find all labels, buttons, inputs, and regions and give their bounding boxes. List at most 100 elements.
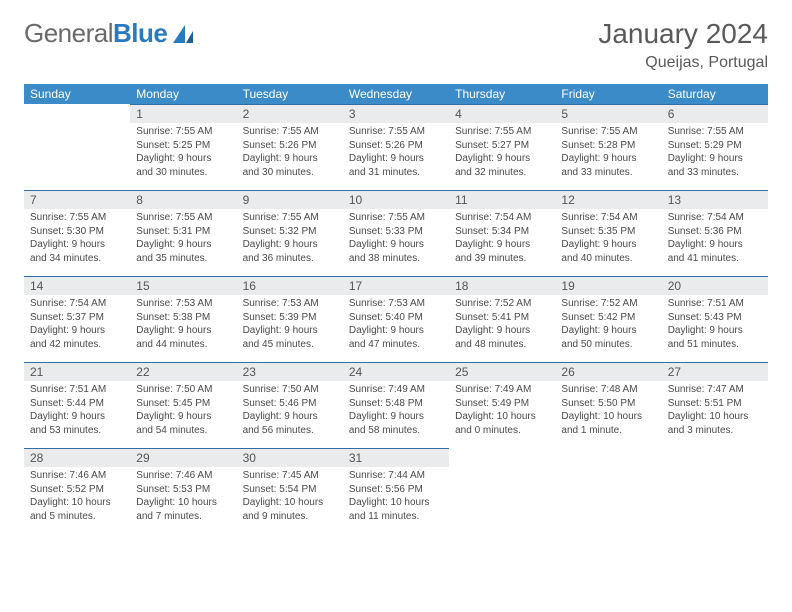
day-number: 17 [343,276,449,295]
day-details: Sunrise: 7:53 AMSunset: 5:38 PMDaylight:… [130,295,236,355]
calendar-cell: 12Sunrise: 7:54 AMSunset: 5:35 PMDayligh… [555,190,661,276]
calendar-cell: 13Sunrise: 7:54 AMSunset: 5:36 PMDayligh… [662,190,768,276]
calendar-cell: 23Sunrise: 7:50 AMSunset: 5:46 PMDayligh… [237,362,343,448]
sunset-text: Sunset: 5:41 PM [455,311,549,325]
sunset-text: Sunset: 5:53 PM [136,483,230,497]
day-number: 25 [449,362,555,381]
calendar-row: 14Sunrise: 7:54 AMSunset: 5:37 PMDayligh… [24,276,768,362]
sunset-text: Sunset: 5:37 PM [30,311,124,325]
sunset-text: Sunset: 5:26 PM [243,139,337,153]
calendar-cell: 1Sunrise: 7:55 AMSunset: 5:25 PMDaylight… [130,104,236,190]
day-details: Sunrise: 7:55 AMSunset: 5:28 PMDaylight:… [555,123,661,183]
day-details: Sunrise: 7:54 AMSunset: 5:34 PMDaylight:… [449,209,555,269]
sunrise-text: Sunrise: 7:49 AM [455,383,549,397]
sunrise-text: Sunrise: 7:53 AM [243,297,337,311]
day-number: 14 [24,276,130,295]
calendar-cell: 2Sunrise: 7:55 AMSunset: 5:26 PMDaylight… [237,104,343,190]
sunset-text: Sunset: 5:46 PM [243,397,337,411]
sunset-text: Sunset: 5:28 PM [561,139,655,153]
calendar-cell [24,104,130,190]
sunset-text: Sunset: 5:25 PM [136,139,230,153]
sunset-text: Sunset: 5:42 PM [561,311,655,325]
calendar-cell: 8Sunrise: 7:55 AMSunset: 5:31 PMDaylight… [130,190,236,276]
day-number: 4 [449,104,555,123]
calendar-cell: 21Sunrise: 7:51 AMSunset: 5:44 PMDayligh… [24,362,130,448]
day-details: Sunrise: 7:46 AMSunset: 5:53 PMDaylight:… [130,467,236,527]
day-number: 7 [24,190,130,209]
calendar-cell: 17Sunrise: 7:53 AMSunset: 5:40 PMDayligh… [343,276,449,362]
day-details: Sunrise: 7:54 AMSunset: 5:37 PMDaylight:… [24,295,130,355]
weekday-header: Wednesday [343,84,449,104]
sunrise-text: Sunrise: 7:46 AM [136,469,230,483]
day-number: 1 [130,104,236,123]
logo-word2: Blue [113,18,167,48]
sunset-text: Sunset: 5:36 PM [668,225,762,239]
sunset-text: Sunset: 5:49 PM [455,397,549,411]
day-details: Sunrise: 7:55 AMSunset: 5:32 PMDaylight:… [237,209,343,269]
day-details: Sunrise: 7:55 AMSunset: 5:25 PMDaylight:… [130,123,236,183]
sunrise-text: Sunrise: 7:47 AM [668,383,762,397]
day-details: Sunrise: 7:55 AMSunset: 5:33 PMDaylight:… [343,209,449,269]
daylight-text: Daylight: 9 hours and 41 minutes. [668,238,762,265]
sunrise-text: Sunrise: 7:55 AM [30,211,124,225]
sunset-text: Sunset: 5:30 PM [30,225,124,239]
day-number: 21 [24,362,130,381]
calendar-cell: 28Sunrise: 7:46 AMSunset: 5:52 PMDayligh… [24,448,130,534]
calendar-cell: 14Sunrise: 7:54 AMSunset: 5:37 PMDayligh… [24,276,130,362]
sunrise-text: Sunrise: 7:55 AM [455,125,549,139]
day-details: Sunrise: 7:54 AMSunset: 5:35 PMDaylight:… [555,209,661,269]
sunrise-text: Sunrise: 7:46 AM [30,469,124,483]
sunset-text: Sunset: 5:27 PM [455,139,549,153]
day-number: 12 [555,190,661,209]
logo: GeneralBlue [24,18,195,49]
daylight-text: Daylight: 9 hours and 31 minutes. [349,152,443,179]
daylight-text: Daylight: 9 hours and 35 minutes. [136,238,230,265]
daylight-text: Daylight: 9 hours and 30 minutes. [136,152,230,179]
calendar-row: 21Sunrise: 7:51 AMSunset: 5:44 PMDayligh… [24,362,768,448]
day-details: Sunrise: 7:49 AMSunset: 5:49 PMDaylight:… [449,381,555,441]
sunrise-text: Sunrise: 7:44 AM [349,469,443,483]
calendar-cell: 6Sunrise: 7:55 AMSunset: 5:29 PMDaylight… [662,104,768,190]
day-number: 3 [343,104,449,123]
calendar-cell: 24Sunrise: 7:49 AMSunset: 5:48 PMDayligh… [343,362,449,448]
calendar-cell: 18 Sunrise: 7:52 AMSunset: 5:41 PMDayligh… [449,276,555,362]
calendar-row: 28Sunrise: 7:46 AMSunset: 5:52 PMDayligh… [24,448,768,534]
sunrise-text: Sunrise: 7:52 AM [455,297,549,311]
day-details: Sunrise: 7:50 AMSunset: 5:45 PMDaylight:… [130,381,236,441]
sunset-text: Sunset: 5:26 PM [349,139,443,153]
sunrise-text: Sunrise: 7:51 AM [668,297,762,311]
calendar-header-row: SundayMondayTuesdayWednesdayThursdayFrid… [24,84,768,104]
sunset-text: Sunset: 5:31 PM [136,225,230,239]
sunrise-text: Sunrise: 7:55 AM [243,211,337,225]
daylight-text: Daylight: 9 hours and 58 minutes. [349,410,443,437]
calendar-table: SundayMondayTuesdayWednesdayThursdayFrid… [24,84,768,534]
day-number: 24 [343,362,449,381]
day-details: Sunrise: 7:52 AMSunset: 5:42 PMDaylight:… [555,295,661,355]
day-details: Sunrise: 7:55 AMSunset: 5:26 PMDaylight:… [237,123,343,183]
calendar-cell: 3 Sunrise: 7:55 AMSunset: 5:26 PMDaylight… [343,104,449,190]
daylight-text: Daylight: 9 hours and 54 minutes. [136,410,230,437]
day-number: 6 [662,104,768,123]
sunset-text: Sunset: 5:45 PM [136,397,230,411]
calendar-cell: 5Sunrise: 7:55 AMSunset: 5:28 PMDaylight… [555,104,661,190]
day-number: 5 [555,104,661,123]
daylight-text: Daylight: 9 hours and 38 minutes. [349,238,443,265]
sunrise-text: Sunrise: 7:50 AM [243,383,337,397]
sunrise-text: Sunrise: 7:55 AM [349,125,443,139]
daylight-text: Daylight: 9 hours and 48 minutes. [455,324,549,351]
day-number: 29 [130,448,236,467]
daylight-text: Daylight: 9 hours and 39 minutes. [455,238,549,265]
day-number: 18 [449,276,555,295]
daylight-text: Daylight: 10 hours and 9 minutes. [243,496,337,523]
daylight-text: Daylight: 9 hours and 44 minutes. [136,324,230,351]
sunset-text: Sunset: 5:39 PM [243,311,337,325]
sunrise-text: Sunrise: 7:55 AM [136,211,230,225]
daylight-text: Daylight: 10 hours and 1 minute. [561,410,655,437]
sunset-text: Sunset: 5:44 PM [30,397,124,411]
day-details: Sunrise: 7:44 AMSunset: 5:56 PMDaylight:… [343,467,449,527]
sunset-text: Sunset: 5:52 PM [30,483,124,497]
title-block: January 2024 Queijas, Portugal [598,18,768,72]
daylight-text: Daylight: 9 hours and 30 minutes. [243,152,337,179]
day-number: 28 [24,448,130,467]
day-number: 27 [662,362,768,381]
